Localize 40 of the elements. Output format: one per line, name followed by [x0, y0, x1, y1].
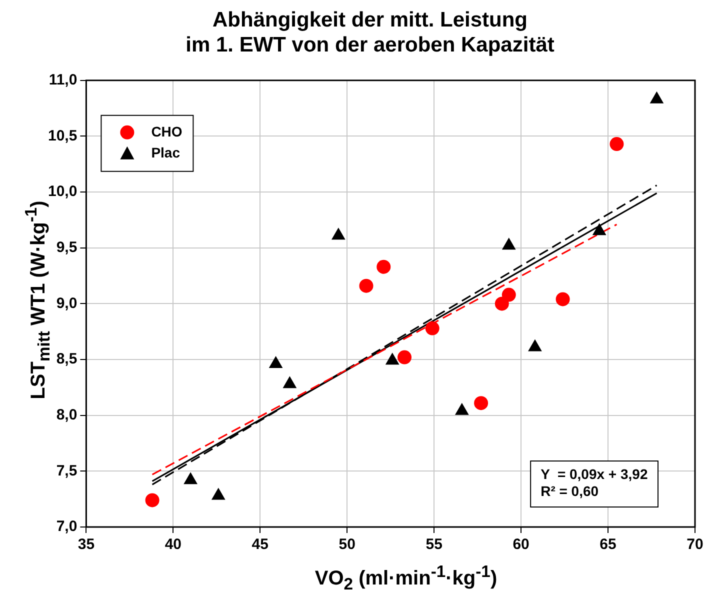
point [211, 488, 226, 500]
x-tick-label: 50 [338, 536, 356, 554]
point [425, 321, 440, 336]
point [385, 352, 400, 365]
point [282, 376, 297, 388]
x-tick-label: 60 [512, 536, 530, 554]
x-tick-label: 45 [252, 536, 268, 554]
chart-title: Abhängigkeit der mitt. Leistung im 1. EWT von der aeroben Kapazität [186, 8, 554, 57]
point [610, 137, 624, 152]
x-tick-label: 70 [686, 536, 704, 554]
point [359, 278, 374, 293]
point [331, 228, 346, 240]
point [184, 472, 198, 484]
x-tick-label: 55 [426, 536, 442, 554]
y-tick-label: 9,5 [56, 239, 78, 256]
y-tick-label: 8,0 [56, 406, 78, 424]
y-tick-label: 11,0 [48, 72, 78, 89]
point [502, 288, 516, 302]
annotation: R² = 0,60 [540, 482, 599, 499]
point [454, 402, 469, 415]
point [528, 339, 542, 352]
annotation: Y = 0,09x + 3,92 [540, 466, 648, 482]
point [376, 260, 391, 274]
y-tick-label: 7,5 [56, 462, 78, 480]
x-tick-label: 40 [164, 536, 182, 554]
x-axis-title: VO$_{2}$ (ml·min$^{-1}$·kg$^{-1}$) [314, 562, 498, 595]
y-tick-label: 9,0 [56, 294, 78, 312]
y-tick-label: 8,5 [56, 350, 78, 368]
y-tick-label: 10,0 [48, 183, 78, 200]
legend-label: CHO [151, 123, 182, 140]
x-tick-label: 35 [78, 536, 95, 554]
legend-label: Plac [151, 144, 180, 160]
point [556, 292, 570, 306]
x-tick-label: 65 [600, 536, 616, 554]
point [268, 356, 283, 368]
y-tick-label: 7,0 [56, 518, 78, 536]
point [592, 223, 606, 236]
y-tick-label: 10,5 [48, 127, 78, 144]
point [398, 350, 412, 364]
point [502, 238, 516, 250]
